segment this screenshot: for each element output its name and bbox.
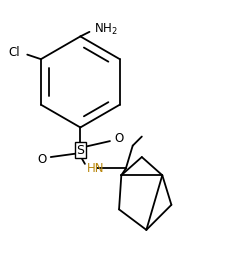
Text: S: S (76, 144, 84, 157)
Text: Cl: Cl (9, 46, 20, 59)
Text: O: O (37, 153, 46, 166)
Text: HN: HN (87, 162, 105, 175)
Text: NH$_2$: NH$_2$ (94, 22, 118, 37)
Text: O: O (114, 132, 124, 145)
